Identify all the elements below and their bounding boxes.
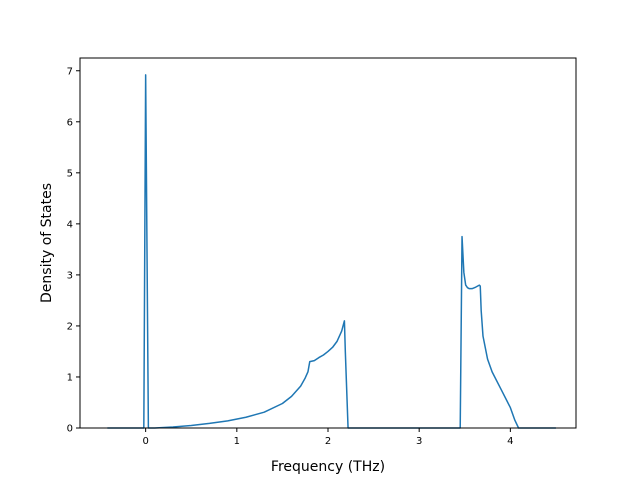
x-tick-label: 3	[416, 436, 422, 447]
y-tick-label: 2	[67, 321, 73, 332]
x-tick-label: 0	[142, 436, 148, 447]
y-tick-label: 6	[67, 117, 73, 128]
y-tick-label: 5	[67, 168, 73, 179]
y-axis-label: Density of States	[39, 183, 55, 303]
x-tick-label: 2	[325, 436, 331, 447]
y-tick-label: 1	[67, 372, 73, 383]
y-tick-label: 0	[67, 424, 73, 435]
y-tick-label: 7	[67, 66, 73, 77]
x-tick-label: 4	[507, 436, 513, 447]
x-tick-label: 1	[234, 436, 240, 447]
y-tick-label: 3	[67, 270, 73, 281]
x-axis-label: Frequency (THz)	[271, 459, 385, 475]
y-tick-label: 4	[67, 219, 73, 230]
